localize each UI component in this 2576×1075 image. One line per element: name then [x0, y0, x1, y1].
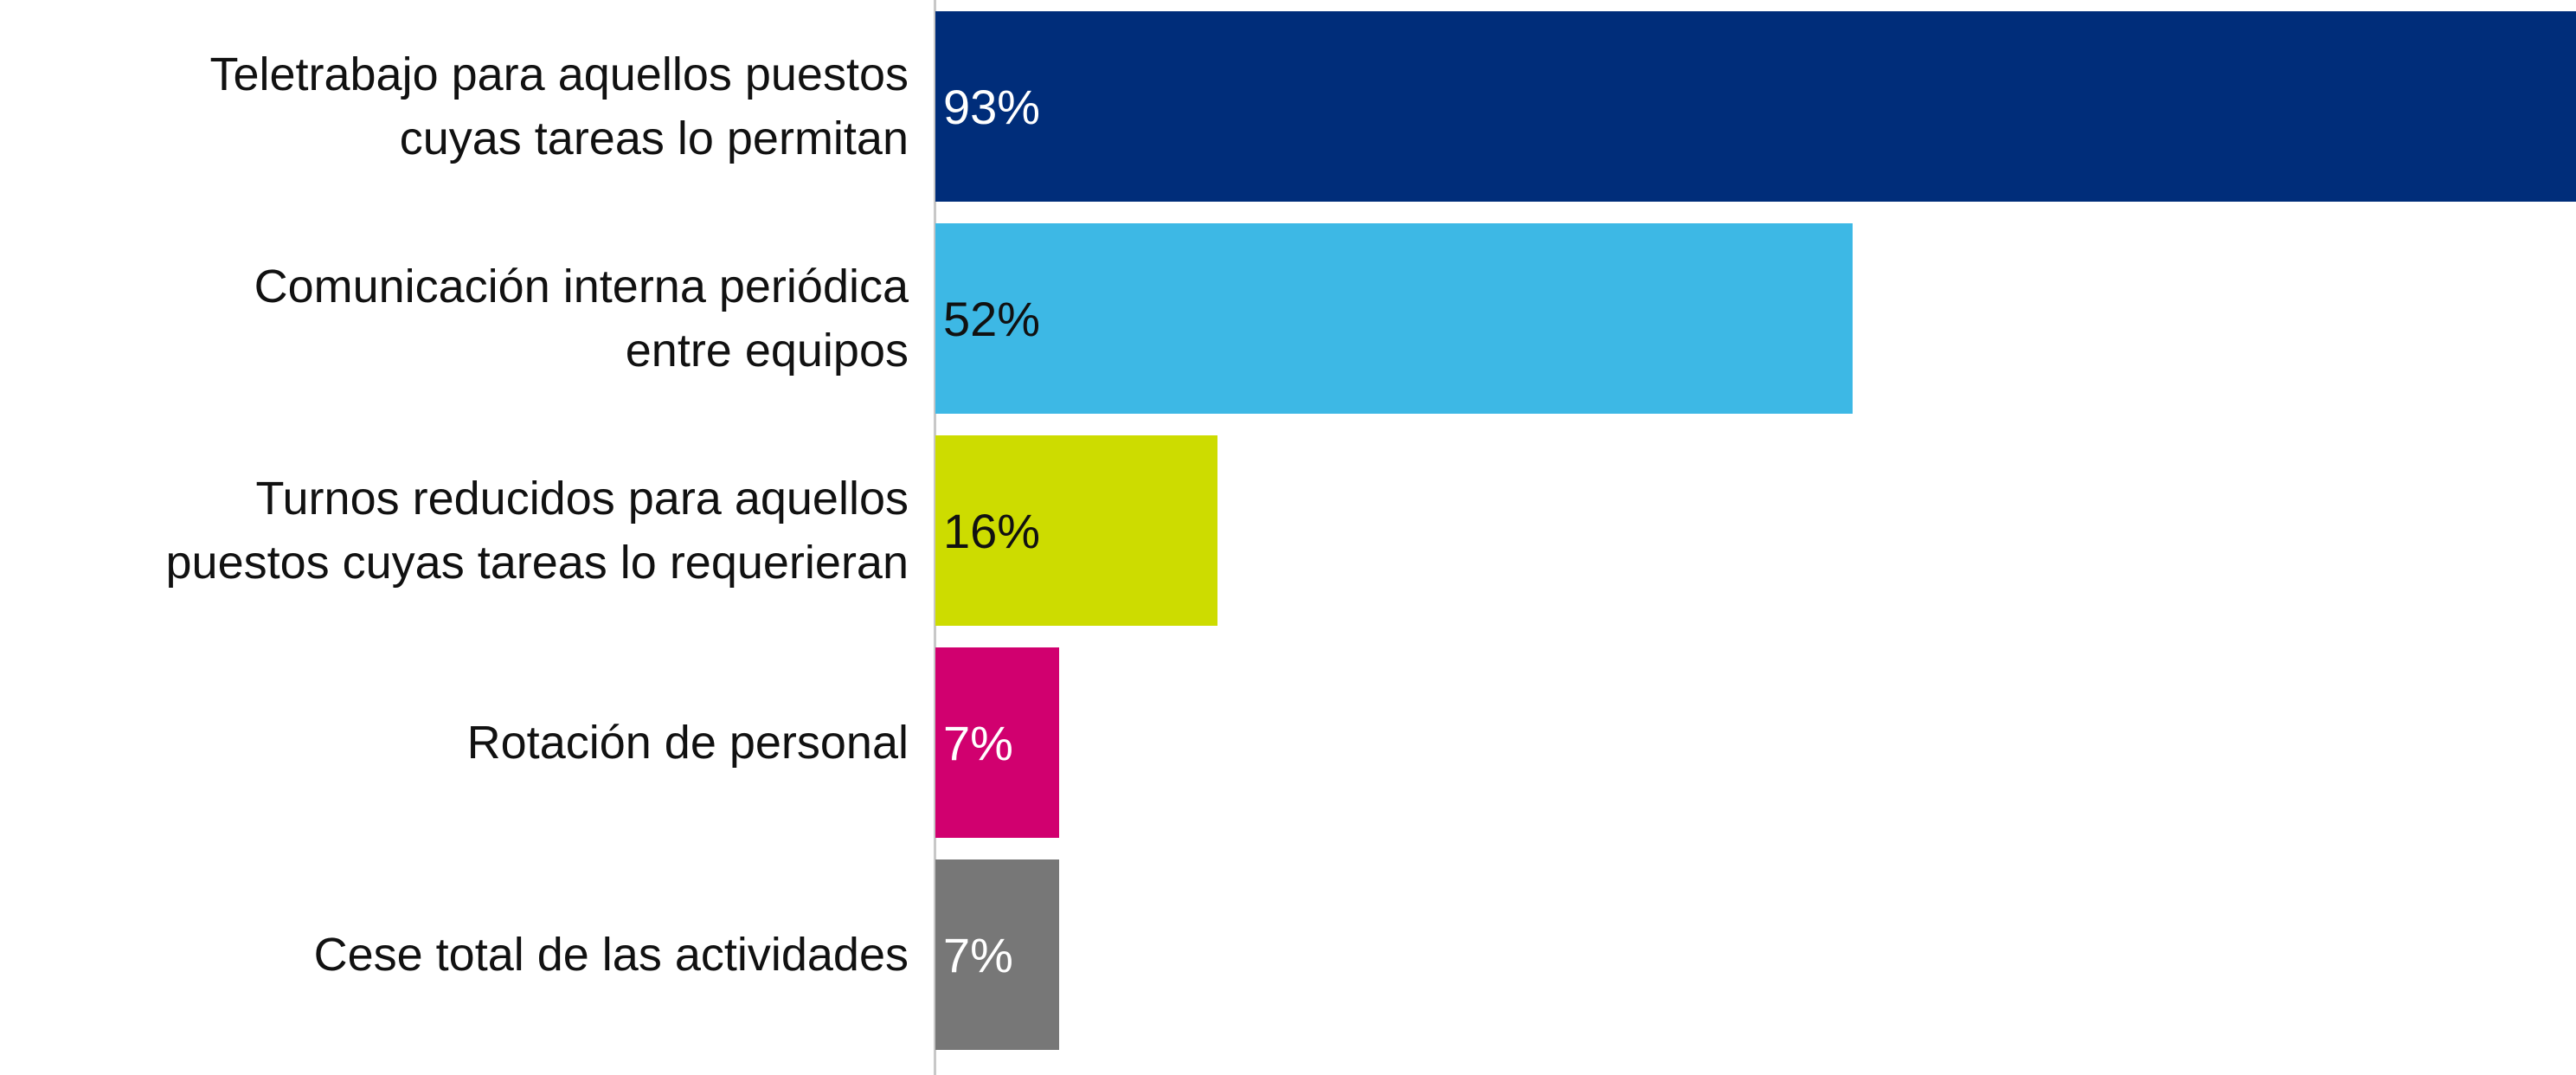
- category-label: Rotación de personal: [466, 717, 909, 769]
- value-label: 52%: [943, 291, 1041, 346]
- bar: [935, 859, 1059, 1050]
- category-label: Cese total de las actividades: [313, 929, 909, 981]
- value-label: 93%: [943, 79, 1041, 134]
- bar: [935, 11, 2576, 202]
- category-label: Comunicación interna periódica entre equ…: [254, 261, 909, 377]
- value-label: 16%: [943, 503, 1041, 558]
- value-label: 7%: [943, 927, 1013, 982]
- bar: [935, 435, 1218, 626]
- bar: [935, 647, 1059, 838]
- category-label: Teletrabajo para aquellos puestos cuyas …: [209, 48, 909, 164]
- value-label: 7%: [943, 715, 1013, 770]
- bar: [935, 223, 1853, 414]
- category-label: Turnos reducidos para aquellos puestos c…: [165, 473, 909, 589]
- axis-line: [934, 0, 936, 1075]
